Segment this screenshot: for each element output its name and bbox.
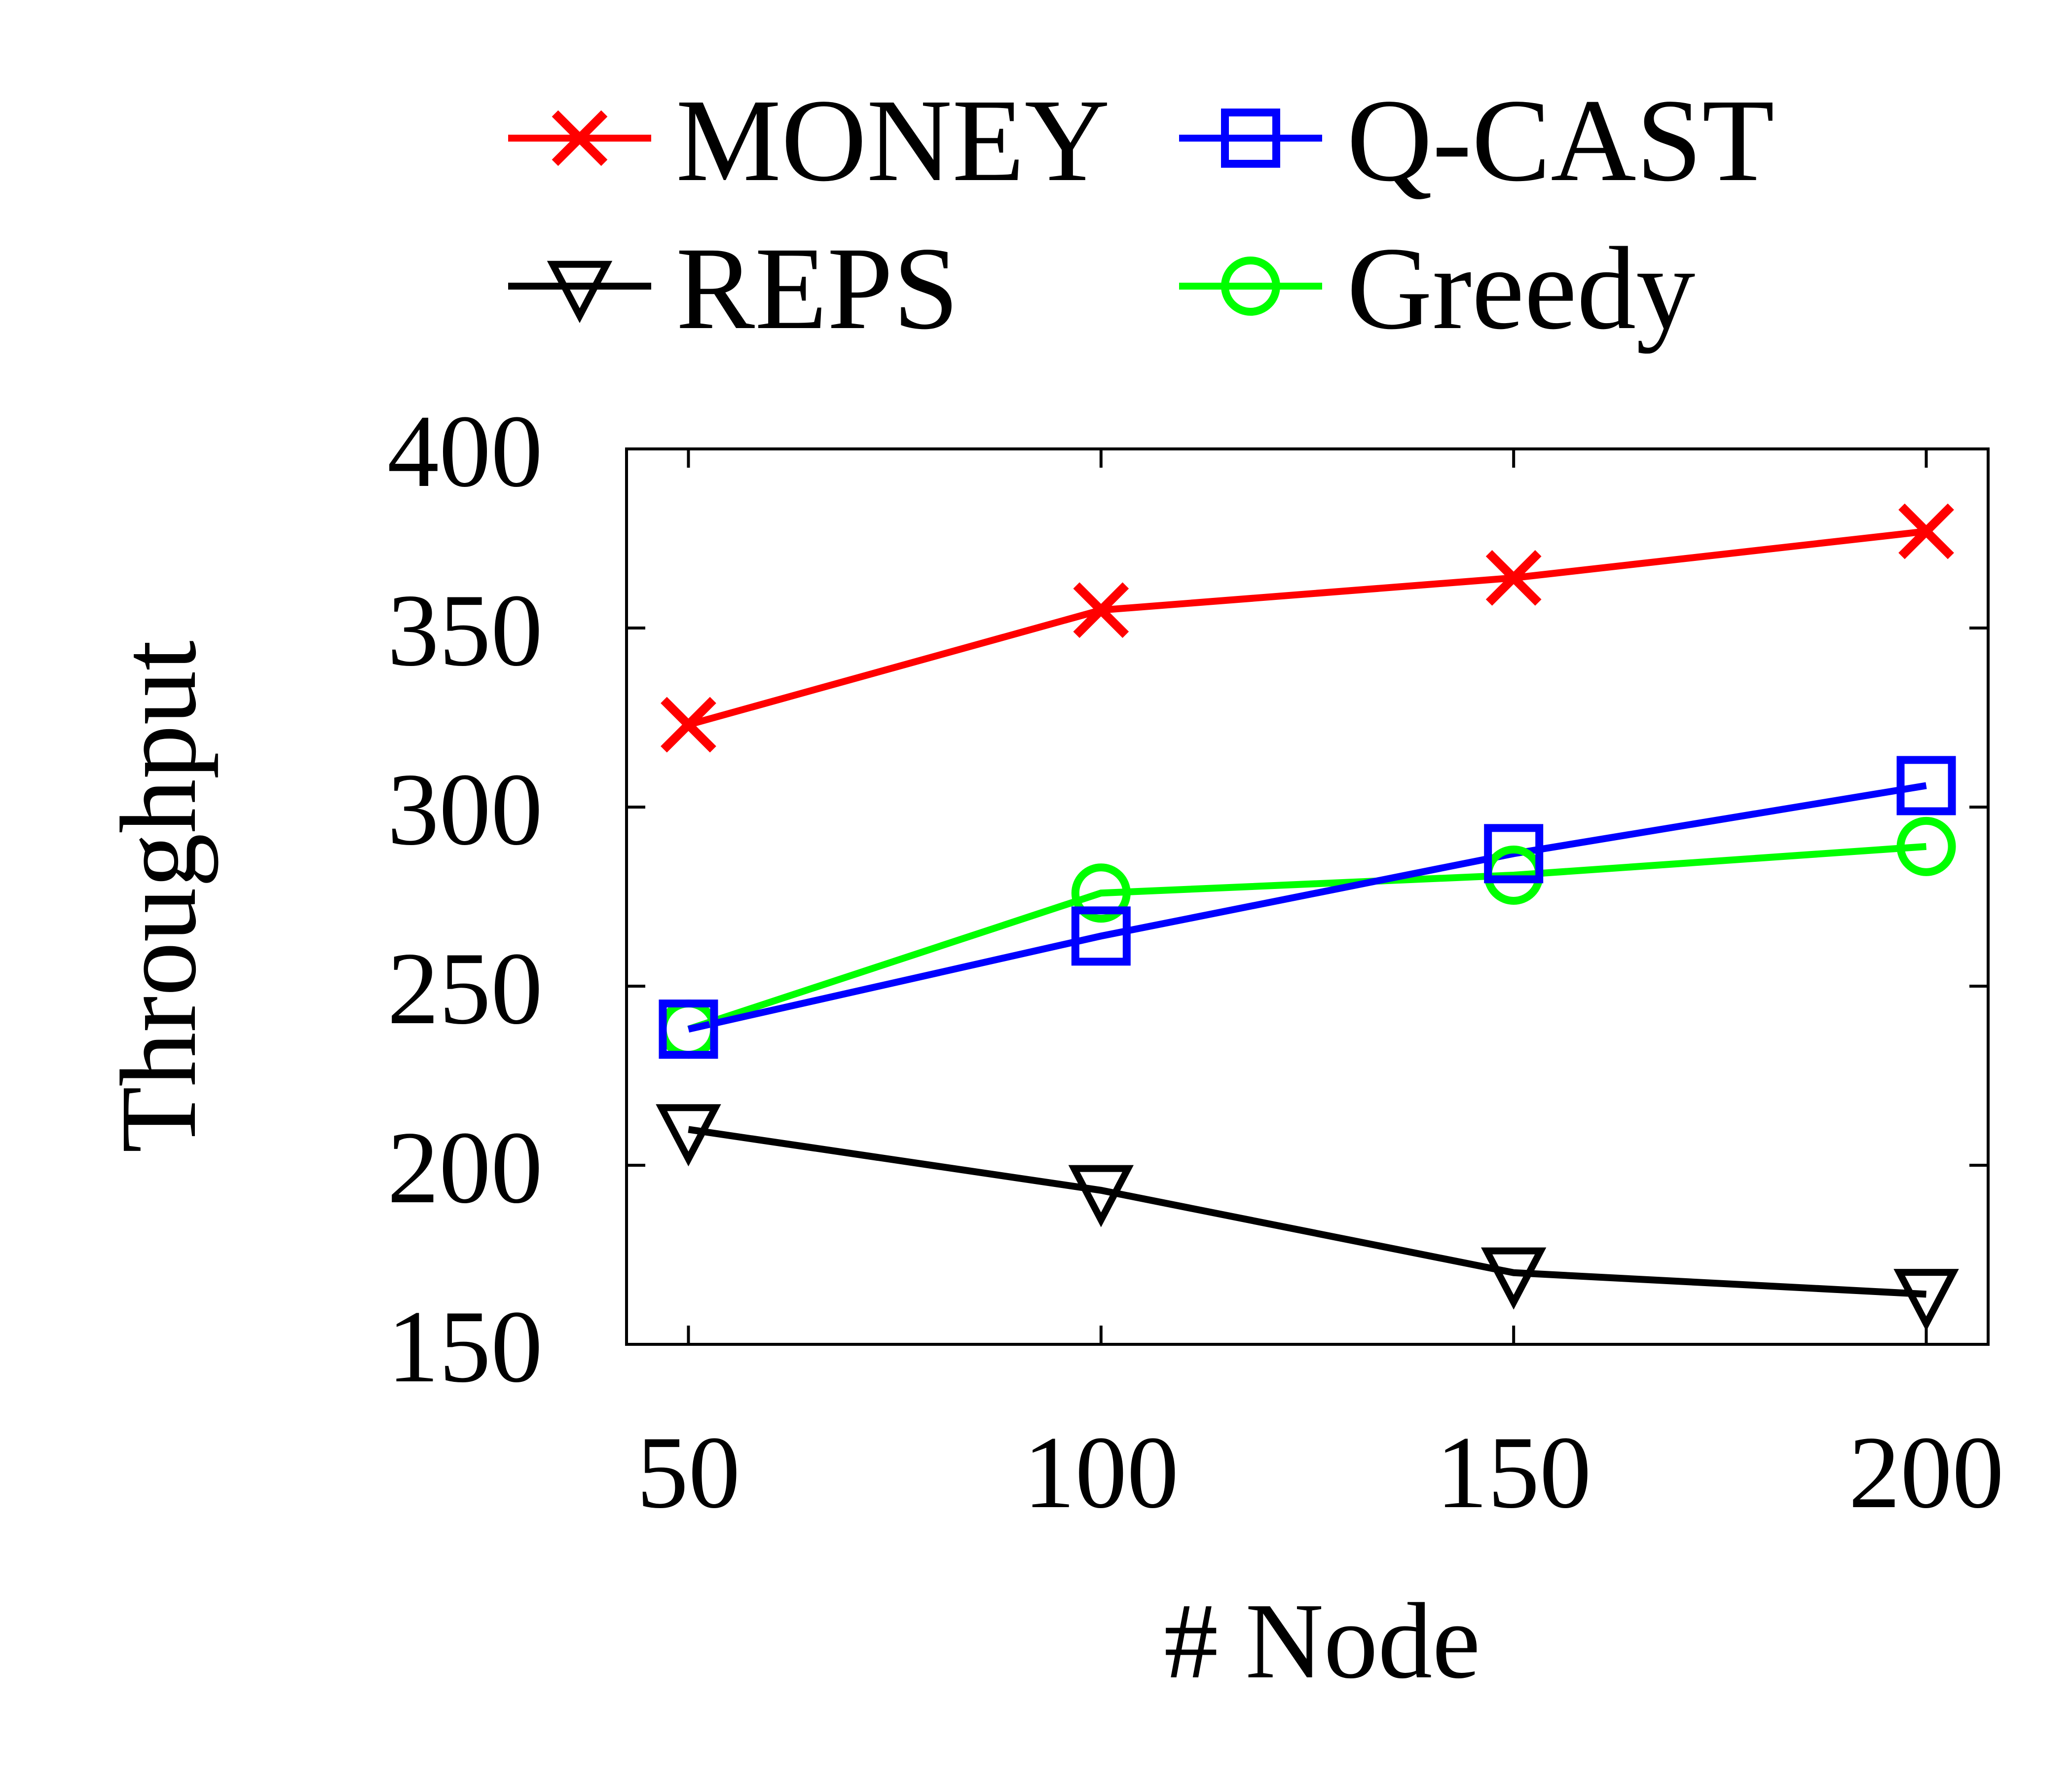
data-point-q-cast (1071, 906, 1131, 966)
data-point-q-cast (1484, 824, 1544, 884)
data-point-greedy (1896, 816, 1956, 876)
series-line-q-cast (687, 782, 1927, 1033)
x-tick-label: 50 (636, 1415, 740, 1530)
data-point-money-stroke (1485, 550, 1542, 606)
data-point-money-stroke (1073, 582, 1129, 638)
legend-label-reps: REPS (676, 222, 959, 354)
x-tick-label: 100 (1023, 1415, 1179, 1530)
series-lines (687, 528, 1927, 1298)
series-line-money (687, 528, 1927, 728)
series-line-greedy (687, 843, 1927, 1033)
y-tick-label: 350 (387, 573, 543, 688)
legend-marker-q-cast (1221, 109, 1280, 168)
series-line-reps (688, 1126, 1926, 1298)
legend-item-reps: REPS (508, 222, 959, 354)
legend-label-q-cast: Q-CAST (1347, 74, 1775, 206)
y-tick-label: 250 (387, 931, 543, 1046)
legend-marker-reps (547, 260, 613, 323)
legend-item-greedy: Greedy (1179, 222, 1695, 354)
axis-ticks (627, 447, 1988, 1346)
data-point-money (1485, 550, 1542, 606)
data-point-reps (1481, 1247, 1547, 1310)
y-axis-title: Throughput (98, 640, 219, 1153)
data-point-money (1073, 582, 1129, 638)
legend-marker-money-stroke (552, 110, 608, 166)
data-point-money-stroke (661, 697, 716, 753)
data-point-greedy (1071, 863, 1131, 923)
y-tick-label: 300 (387, 752, 543, 867)
data-point-money (1898, 503, 1954, 559)
series-markers (656, 503, 1959, 1332)
y-tick-label: 150 (387, 1290, 543, 1404)
x-tick-label: 150 (1436, 1415, 1591, 1530)
legend-label-greedy: Greedy (1347, 222, 1695, 354)
data-point-money-stroke (1898, 503, 1954, 559)
plot-area (625, 447, 1990, 1346)
legend-marker-money (552, 110, 608, 166)
tick-labels: 50 100 150 200 150 200 250 300 350 400 (387, 394, 2004, 1530)
x-tick-label: 200 (1849, 1415, 2004, 1530)
data-point-reps (1068, 1165, 1134, 1227)
y-tick-label: 200 (387, 1110, 543, 1225)
legend-item-money: MONEY (508, 74, 1110, 206)
legend-label-money: MONEY (676, 74, 1110, 206)
data-point-reps (1893, 1269, 1959, 1332)
data-point-q-cast (1896, 756, 1956, 815)
legend-marker-greedy (1221, 257, 1280, 316)
data-point-reps (656, 1104, 721, 1167)
legend-item-q-cast: Q-CAST (1179, 74, 1775, 206)
plot-frame (625, 447, 1990, 1346)
x-axis-title: # Node (1164, 1581, 1480, 1701)
data-point-q-cast (659, 999, 718, 1059)
data-point-money (661, 697, 716, 753)
legend: MONEY Q-CAST REPS Greedy (508, 74, 1775, 354)
y-tick-label: 400 (387, 394, 543, 509)
